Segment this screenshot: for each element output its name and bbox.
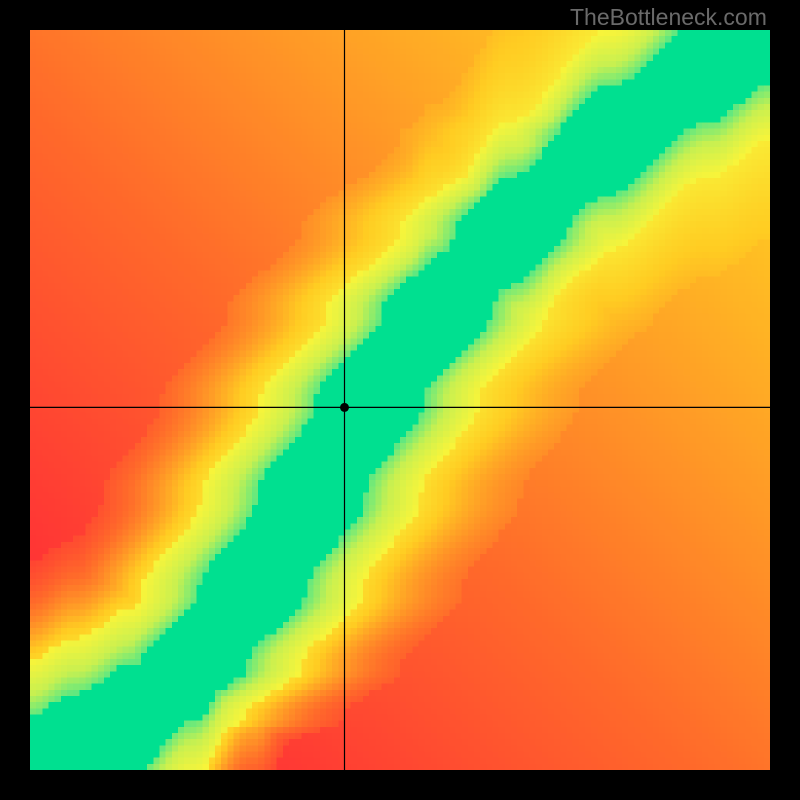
watermark-label: TheBottleneck.com [570, 4, 767, 31]
bottleneck-heatmap [30, 30, 770, 770]
chart-container: TheBottleneck.com [0, 0, 800, 800]
